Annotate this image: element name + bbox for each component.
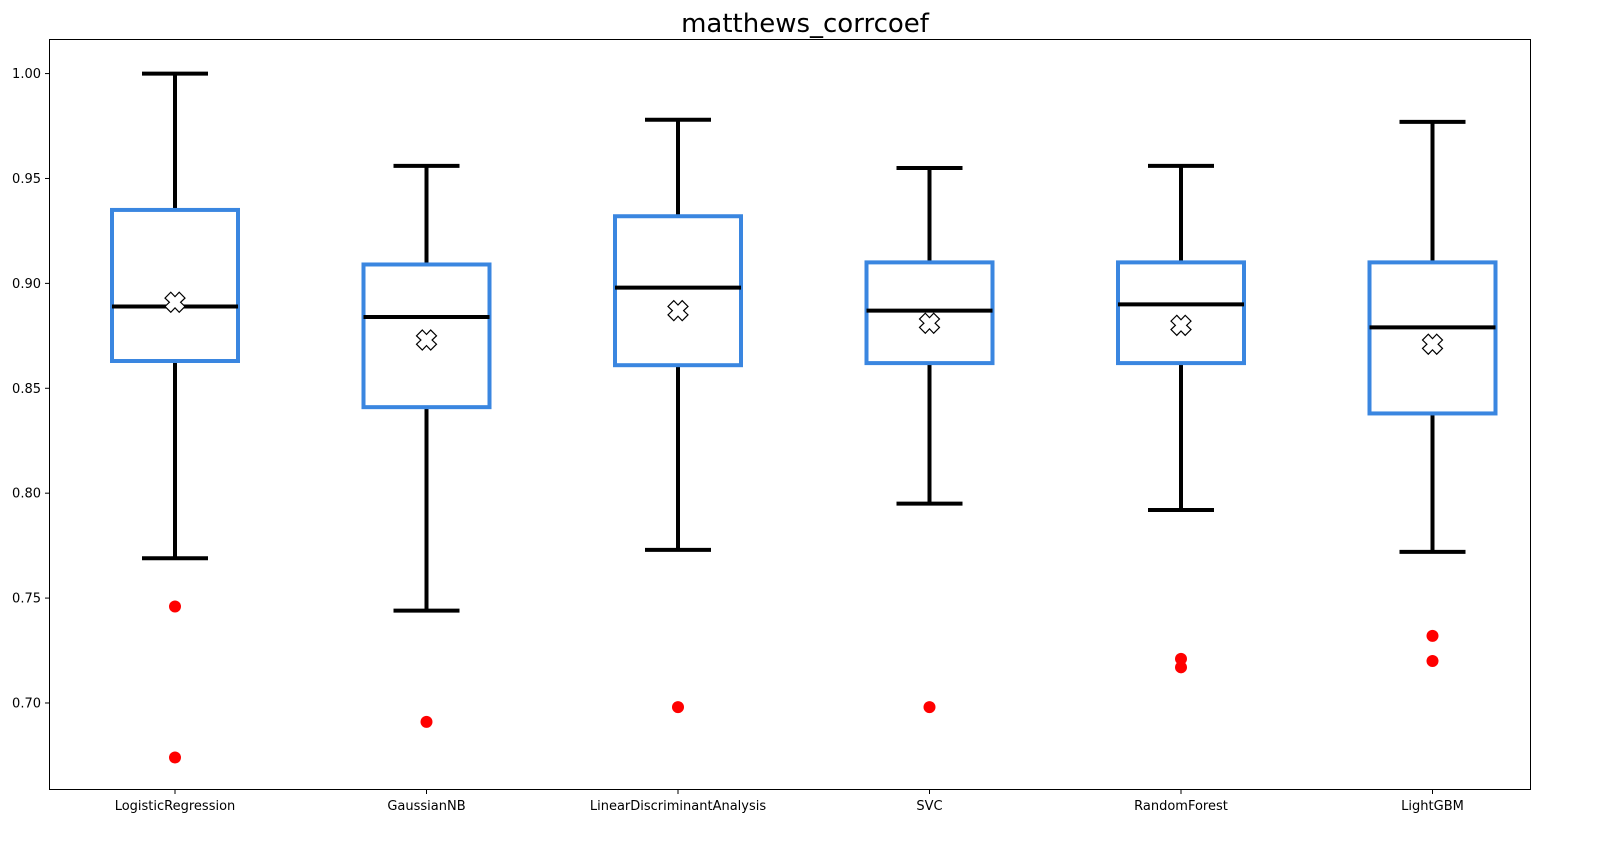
y-tick-label: 0.95 — [12, 172, 41, 187]
mean-marker — [1421, 333, 1444, 356]
outlier-point — [1426, 629, 1439, 642]
mean-marker — [415, 329, 438, 351]
mean-marker — [918, 312, 941, 335]
box — [1367, 260, 1498, 416]
x-tick-label: SVC — [916, 799, 942, 814]
mean-marker — [164, 291, 186, 314]
box — [110, 207, 240, 363]
mean-marker — [667, 299, 689, 322]
outlier-point — [923, 701, 936, 714]
outlier-point — [169, 751, 181, 764]
box — [864, 260, 995, 366]
box — [1116, 260, 1246, 366]
y-tick-label: 0.75 — [12, 592, 41, 607]
outlier-point — [1175, 661, 1187, 674]
x-tick-label: RandomForest — [1134, 799, 1228, 814]
x-tick-label: LightGBM — [1401, 799, 1464, 814]
y-tick-label: 0.90 — [12, 277, 41, 292]
chart-title: matthews_corrcoef — [681, 9, 930, 39]
outlier-point — [1175, 652, 1187, 665]
y-tick-label: 1.00 — [12, 67, 41, 82]
y-tick-label: 0.80 — [12, 487, 41, 502]
x-tick-label: GaussianNB — [387, 799, 465, 814]
y-tick-label: 0.70 — [12, 696, 41, 711]
outlier-point — [169, 600, 181, 613]
box — [613, 214, 743, 368]
outlier-point — [1426, 655, 1439, 668]
plot-frame — [49, 39, 1531, 790]
mean-marker — [1170, 314, 1192, 337]
x-tick-label: LinearDiscriminantAnalysis — [590, 799, 767, 814]
outlier-point — [420, 715, 433, 728]
y-tick-label: 0.85 — [12, 382, 41, 397]
outlier-point — [672, 701, 684, 714]
box — [361, 262, 492, 410]
x-tick-label: LogisticRegression — [115, 799, 236, 814]
